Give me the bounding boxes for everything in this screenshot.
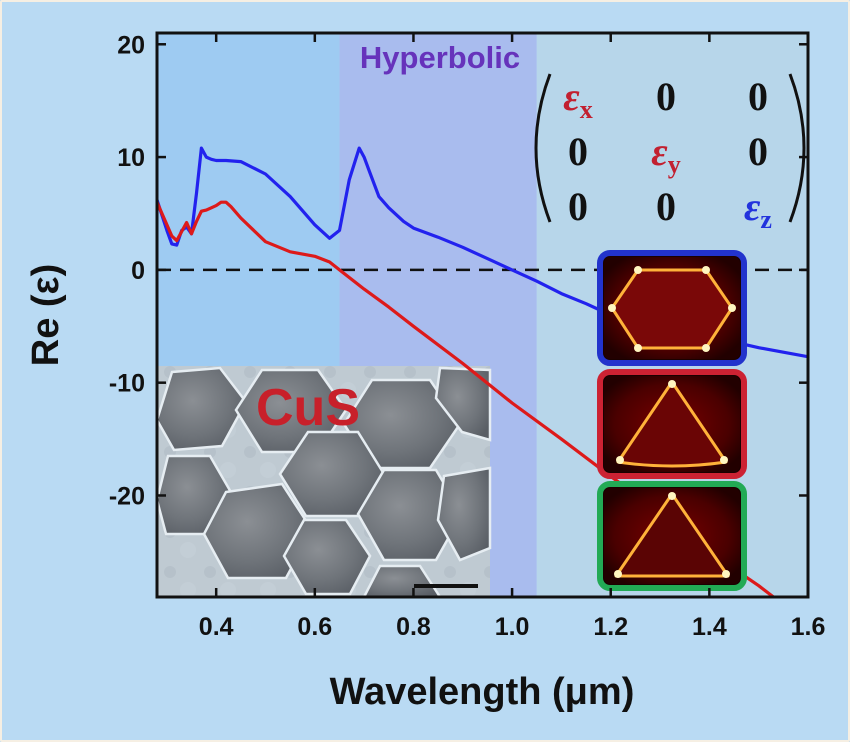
- x-tick-label: 1.0: [495, 613, 530, 641]
- tem-particles: [155, 366, 492, 599]
- y-tick-label: 0: [131, 257, 145, 285]
- tensor-cell: 0: [656, 184, 676, 229]
- hyperbolic-label: Hyperbolic: [360, 40, 520, 75]
- x-axis-title: Wavelength (μm): [330, 671, 635, 713]
- y-tick-label: 10: [117, 144, 145, 172]
- field-map-red: [597, 369, 747, 479]
- tensor-cell: 0: [656, 74, 676, 119]
- tem-inset: CuS: [155, 366, 492, 599]
- x-tick-label: 0.6: [297, 613, 332, 641]
- series-line-red: [157, 200, 775, 597]
- x-axis-ticks: 0.4 0.6 0.8 1.0 1.2 1.4 1.6: [199, 33, 826, 641]
- tensor-right-paren: [788, 73, 806, 223]
- tensor-cell: εz: [744, 184, 772, 234]
- y-tick-label: -20: [109, 482, 145, 510]
- x-tick-label: 0.8: [396, 613, 431, 641]
- x-tick-label: 1.6: [791, 613, 826, 641]
- tensor-cell: 0: [748, 129, 768, 174]
- tensor-cell: εy: [651, 129, 680, 179]
- permittivity-tensor: εx 0 0 0 εy 0 0 0 εz: [534, 73, 806, 234]
- tensor-left-paren: [534, 73, 552, 223]
- y-axis-title: Re (ε): [25, 264, 67, 366]
- field-map-green: [597, 481, 747, 591]
- tensor-cell: 0: [748, 74, 768, 119]
- y-axis-ticks: 20 10 0 -10 -20: [109, 31, 808, 510]
- tensor-cell: 0: [568, 129, 588, 174]
- field-map-insets: [597, 250, 747, 591]
- y-tick-label: 20: [117, 31, 145, 59]
- tensor-cell: 0: [568, 184, 588, 229]
- cus-label: CuS: [256, 379, 360, 437]
- tensor-cell: εx: [563, 74, 592, 124]
- plot-frame: [155, 31, 810, 599]
- field-map-blue: [597, 250, 747, 366]
- x-tick-label: 0.4: [199, 613, 234, 641]
- x-tick-label: 1.4: [692, 613, 727, 641]
- x-tick-label: 1.2: [593, 613, 628, 641]
- y-tick-label: -10: [109, 370, 145, 398]
